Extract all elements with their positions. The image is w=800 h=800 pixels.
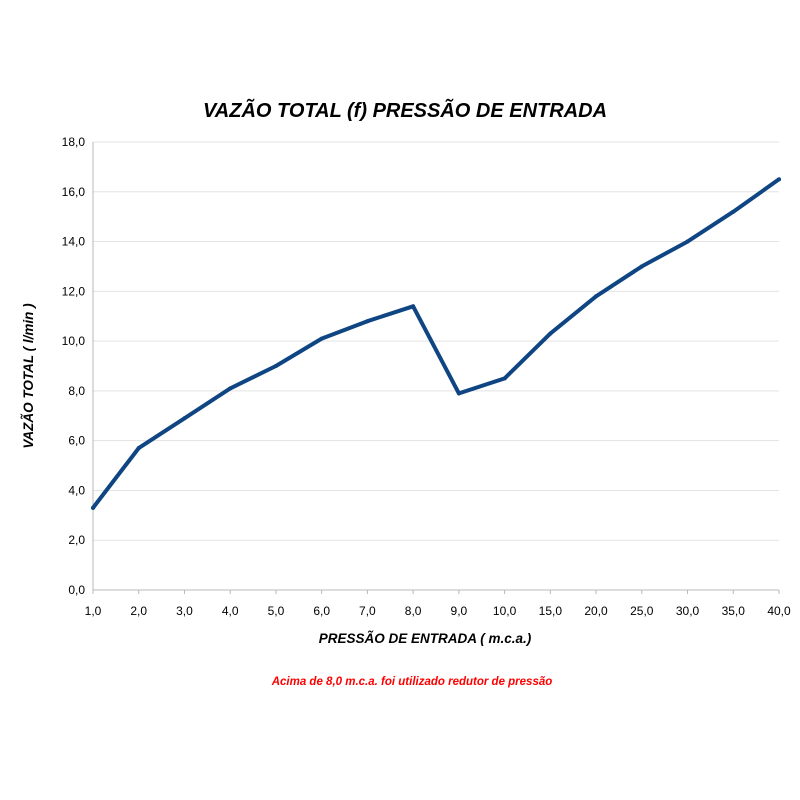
data-point (777, 177, 781, 182)
y-axis-ticks: 0,0 2,0 4,0 6,0 8,0 10,0 12,0 14,0 16,0 18,0 (62, 135, 86, 597)
x-tick-label: 1,0 (85, 604, 102, 618)
data-point (502, 376, 507, 381)
data-point (182, 416, 187, 421)
x-axis-label: PRESSÃO DE ENTRADA ( m.c.a.) (319, 631, 532, 646)
x-axis-ticks: 1,0 2,0 3,0 4,0 5,0 6,0 7,0 8,0 9,0 10,0 15,0 20,0 2… (85, 590, 791, 618)
data-point (594, 294, 599, 299)
y-tick-label: 10,0 (62, 334, 86, 348)
x-tick-label: 8,0 (405, 604, 422, 618)
y-tick-label: 4,0 (68, 483, 85, 497)
data-point (228, 386, 233, 391)
data-point (136, 446, 141, 451)
data-point (548, 331, 553, 336)
data-point (91, 505, 95, 510)
series-line-0 (91, 177, 781, 510)
x-tick-label: 6,0 (313, 604, 330, 618)
x-tick-label: 35,0 (722, 604, 746, 618)
data-point (365, 319, 370, 324)
data-point (319, 336, 324, 341)
data-point (731, 209, 736, 214)
annotation-note: Acima de 8,0 m.c.a. foi utilizado reduto… (271, 676, 553, 688)
y-tick-label: 0,0 (68, 583, 85, 597)
y-tick-label: 2,0 (68, 533, 85, 547)
series-group (91, 177, 781, 510)
x-tick-label: 25,0 (630, 604, 654, 618)
data-point (456, 391, 461, 396)
data-point (685, 239, 690, 244)
gridlines (93, 141, 779, 541)
data-point (273, 364, 278, 368)
x-tick-label: 20,0 (584, 604, 608, 618)
x-tick-label: 10,0 (493, 604, 517, 618)
data-point (411, 304, 416, 309)
x-tick-label: 30,0 (676, 604, 700, 618)
x-tick-label: 7,0 (359, 604, 376, 618)
y-tick-label: 8,0 (68, 384, 85, 398)
chart-title: VAZÃO TOTAL (f) PRESSÃO DE ENTRADA (203, 99, 607, 122)
x-tick-label: 2,0 (130, 604, 147, 618)
y-tick-label: 12,0 (62, 284, 86, 298)
y-axis-label: VAZÃO TOTAL ( l/min ) (21, 303, 36, 449)
data-point (639, 264, 644, 269)
y-tick-label: 14,0 (62, 235, 86, 249)
y-tick-label: 18,0 (62, 135, 86, 149)
x-tick-label: 3,0 (176, 604, 193, 618)
x-tick-label: 9,0 (451, 604, 468, 618)
x-tick-label: 4,0 (222, 604, 239, 618)
x-tick-label: 15,0 (539, 604, 563, 618)
y-tick-label: 16,0 (62, 185, 86, 199)
x-tick-label: 5,0 (268, 604, 285, 618)
x-tick-label: 40,0 (767, 604, 791, 618)
y-tick-label: 6,0 (68, 434, 85, 448)
